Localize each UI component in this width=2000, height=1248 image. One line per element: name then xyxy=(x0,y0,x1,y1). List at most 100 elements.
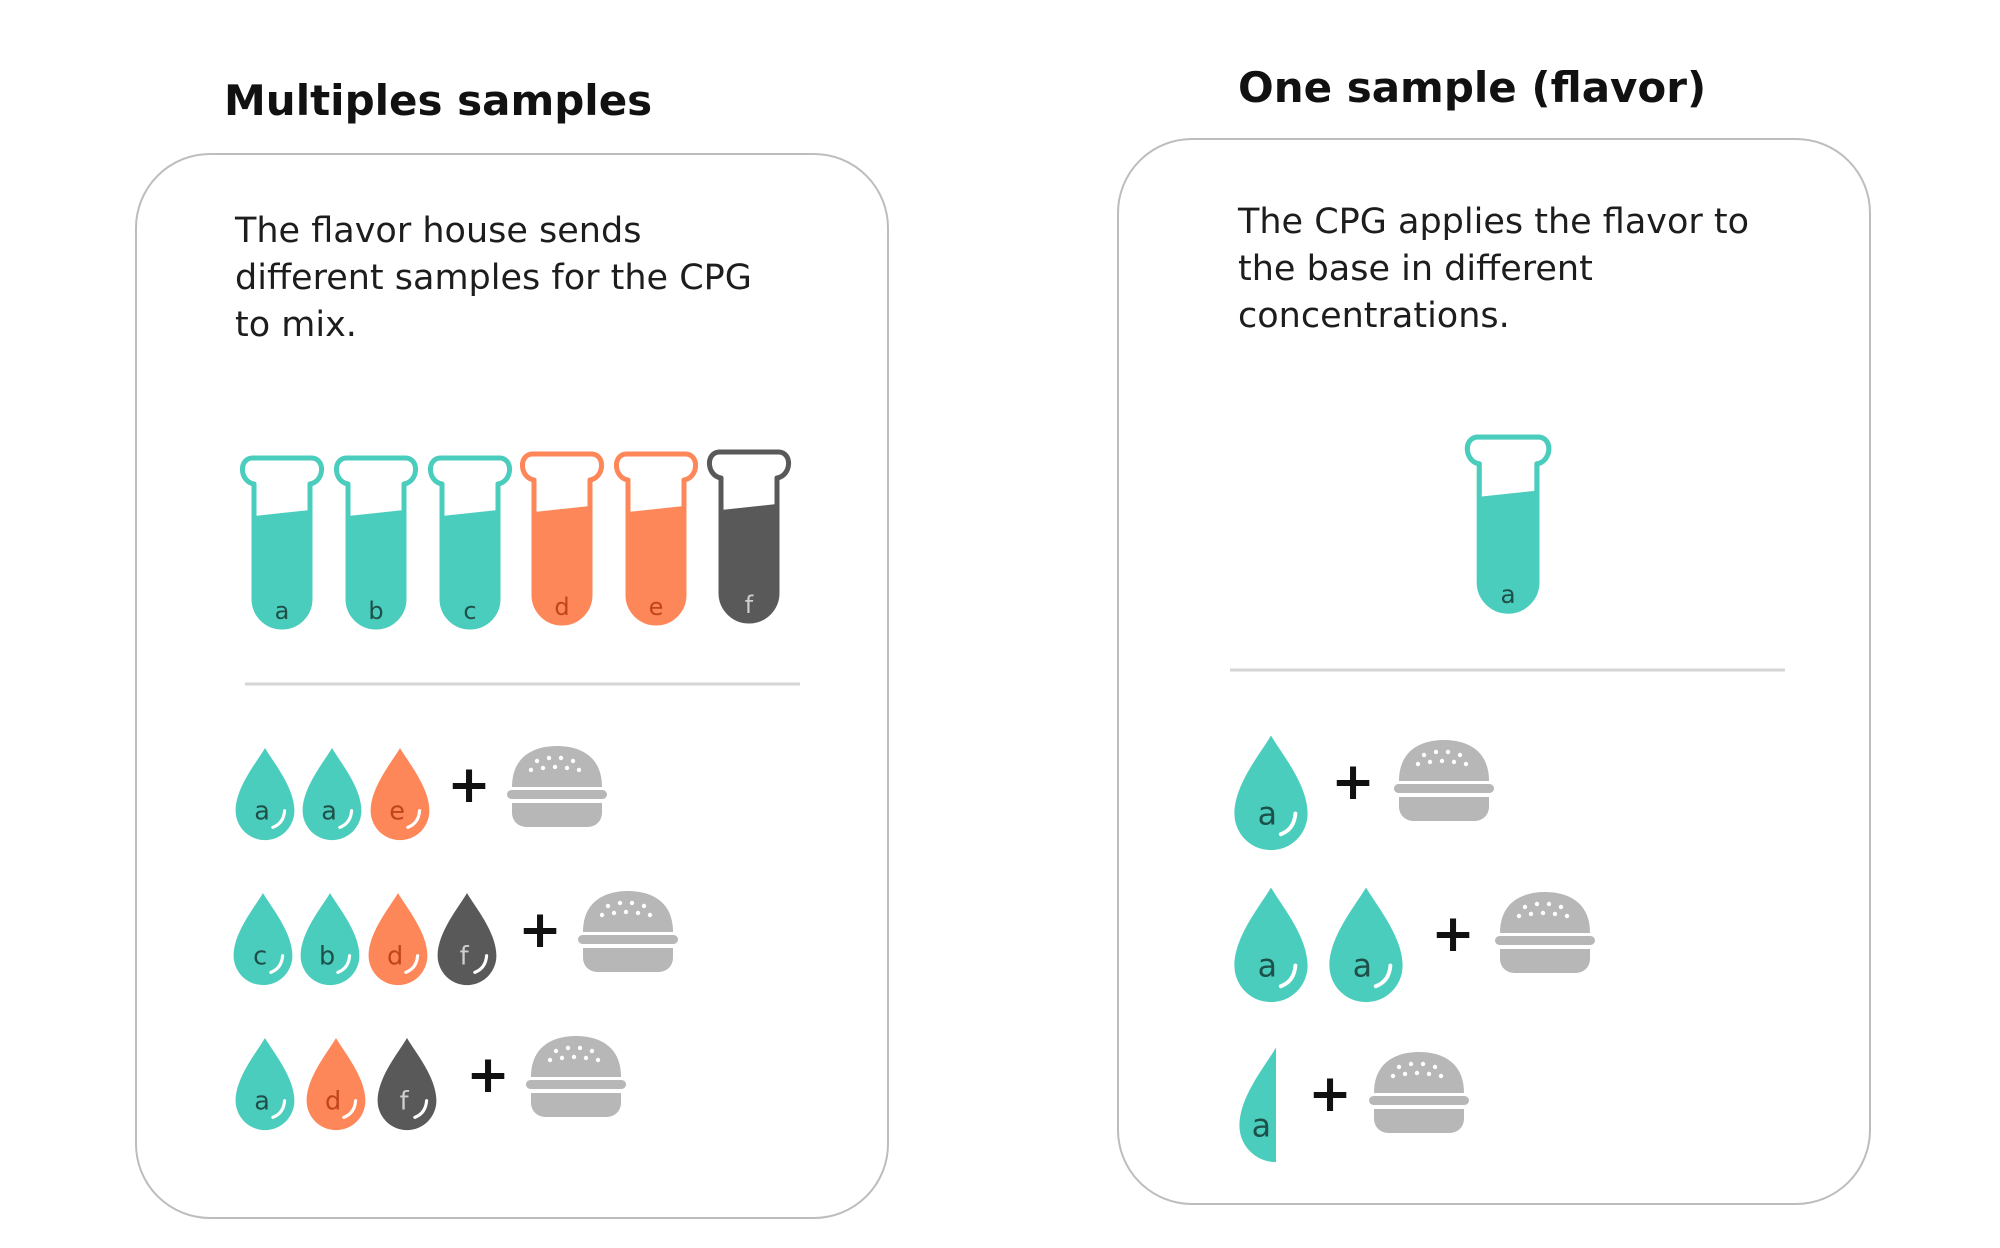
sesame-seed xyxy=(1522,904,1528,910)
drop-label: a xyxy=(321,797,337,827)
half-drop-a: a xyxy=(1239,1047,1276,1163)
description-line: different samples for the CPG xyxy=(235,258,752,298)
sesame-seed xyxy=(546,755,552,761)
tube-liquid xyxy=(534,506,590,623)
sesame-seed xyxy=(547,1057,553,1063)
sesame-seed xyxy=(571,1054,577,1060)
tube-liquid xyxy=(1479,490,1537,612)
drop-highlight xyxy=(336,954,352,974)
drop-label: d xyxy=(325,1087,341,1117)
tube-glass xyxy=(614,451,698,626)
drop-shape xyxy=(300,892,360,986)
drop-label: a xyxy=(1258,949,1277,985)
sesame-seed xyxy=(570,758,576,764)
drop-highlight xyxy=(271,1099,287,1119)
drop-a: a xyxy=(302,747,362,841)
drop-a: a xyxy=(1329,887,1403,1003)
plus-sign: + xyxy=(518,900,562,960)
drop-label: a xyxy=(1353,949,1372,985)
sesame-seed xyxy=(1552,911,1558,917)
drop-label: a xyxy=(254,797,270,827)
plus-sign: + xyxy=(1308,1064,1352,1124)
patty xyxy=(507,790,607,799)
drop-highlight xyxy=(342,1099,358,1119)
tube-glass xyxy=(1464,434,1552,614)
sesame-seed xyxy=(1433,749,1439,755)
sesame-seed xyxy=(1564,913,1570,919)
drop-label: d xyxy=(387,942,403,972)
sesame-seed xyxy=(635,910,641,916)
sesame-seed xyxy=(1540,910,1546,916)
sesame-seed xyxy=(1426,1071,1432,1077)
sesame-seed xyxy=(577,1045,583,1051)
sesame-seed xyxy=(565,1045,571,1051)
sesame-seed xyxy=(629,900,635,906)
patty xyxy=(526,1080,626,1089)
drop-shape xyxy=(1329,887,1403,1003)
drop-label: a xyxy=(1258,797,1277,833)
sesame-seed xyxy=(1445,749,1451,755)
drop-shape xyxy=(306,1037,366,1131)
patty xyxy=(1394,784,1494,793)
bun-bottom xyxy=(583,948,673,972)
sesame-seed xyxy=(641,903,647,909)
sesame-seed xyxy=(1451,759,1457,765)
drop-f: f xyxy=(437,892,497,986)
test-tube-a: a xyxy=(240,455,324,630)
tube-label: c xyxy=(463,597,476,625)
drop-c: c xyxy=(233,892,293,986)
drop-d: d xyxy=(306,1037,366,1131)
test-tube-a: a xyxy=(1464,434,1552,614)
drop-label: a xyxy=(254,1087,270,1117)
tube-glass xyxy=(520,451,604,626)
drop-d: d xyxy=(368,892,428,986)
tube-liquid xyxy=(254,510,310,627)
sesame-seed xyxy=(1432,1064,1438,1070)
sesame-seed xyxy=(589,1048,595,1054)
plus-sign: + xyxy=(1431,904,1475,964)
left-panel-description: The flavor house sends different samples… xyxy=(235,208,752,349)
test-tube-e: e xyxy=(614,451,698,626)
tube-glass xyxy=(334,455,418,630)
sesame-seed xyxy=(595,1057,601,1063)
drop-a: a xyxy=(1234,887,1308,1003)
sesame-seed xyxy=(1408,1061,1414,1067)
drop-highlight xyxy=(473,954,489,974)
sesame-seed xyxy=(617,900,623,906)
tube-glass xyxy=(428,455,512,630)
tube-label: b xyxy=(368,597,383,625)
food-base-icon xyxy=(507,746,607,827)
drop-highlight xyxy=(1373,963,1393,989)
sesame-seed xyxy=(1414,1070,1420,1076)
drop-highlight xyxy=(404,954,420,974)
drop-b: b xyxy=(300,892,360,986)
plus-sign: + xyxy=(466,1045,510,1105)
drop-highlight xyxy=(406,809,422,829)
sesame-seed xyxy=(1427,759,1433,765)
drop-highlight xyxy=(413,1099,429,1119)
sesame-seed xyxy=(1558,904,1564,910)
drop-label: c xyxy=(253,942,267,972)
tube-glass xyxy=(240,455,324,630)
tube-label: f xyxy=(745,591,754,619)
drop-shape xyxy=(233,892,293,986)
description-line: The flavor house sends xyxy=(235,211,642,251)
test-tube-d: d xyxy=(520,451,604,626)
tube-glass xyxy=(707,449,791,624)
drop-highlight xyxy=(1278,963,1298,989)
drop-a: a xyxy=(235,1037,295,1131)
left-panel-card xyxy=(135,153,889,1219)
drop-f: f xyxy=(377,1037,437,1131)
sesame-seed xyxy=(1528,911,1534,917)
bun-bottom xyxy=(1399,797,1489,821)
drop-highlight xyxy=(269,954,285,974)
test-tube-b: b xyxy=(334,455,418,630)
sesame-seed xyxy=(1420,1061,1426,1067)
left-panel-title: Multiples samples xyxy=(224,76,653,125)
drop-shape xyxy=(235,1037,295,1131)
drop-e: e xyxy=(370,747,430,841)
drop-shape xyxy=(1239,1047,1276,1163)
drop-label: f xyxy=(400,1087,410,1117)
drop-shape xyxy=(377,1037,437,1131)
drop-a: a xyxy=(1234,735,1308,851)
